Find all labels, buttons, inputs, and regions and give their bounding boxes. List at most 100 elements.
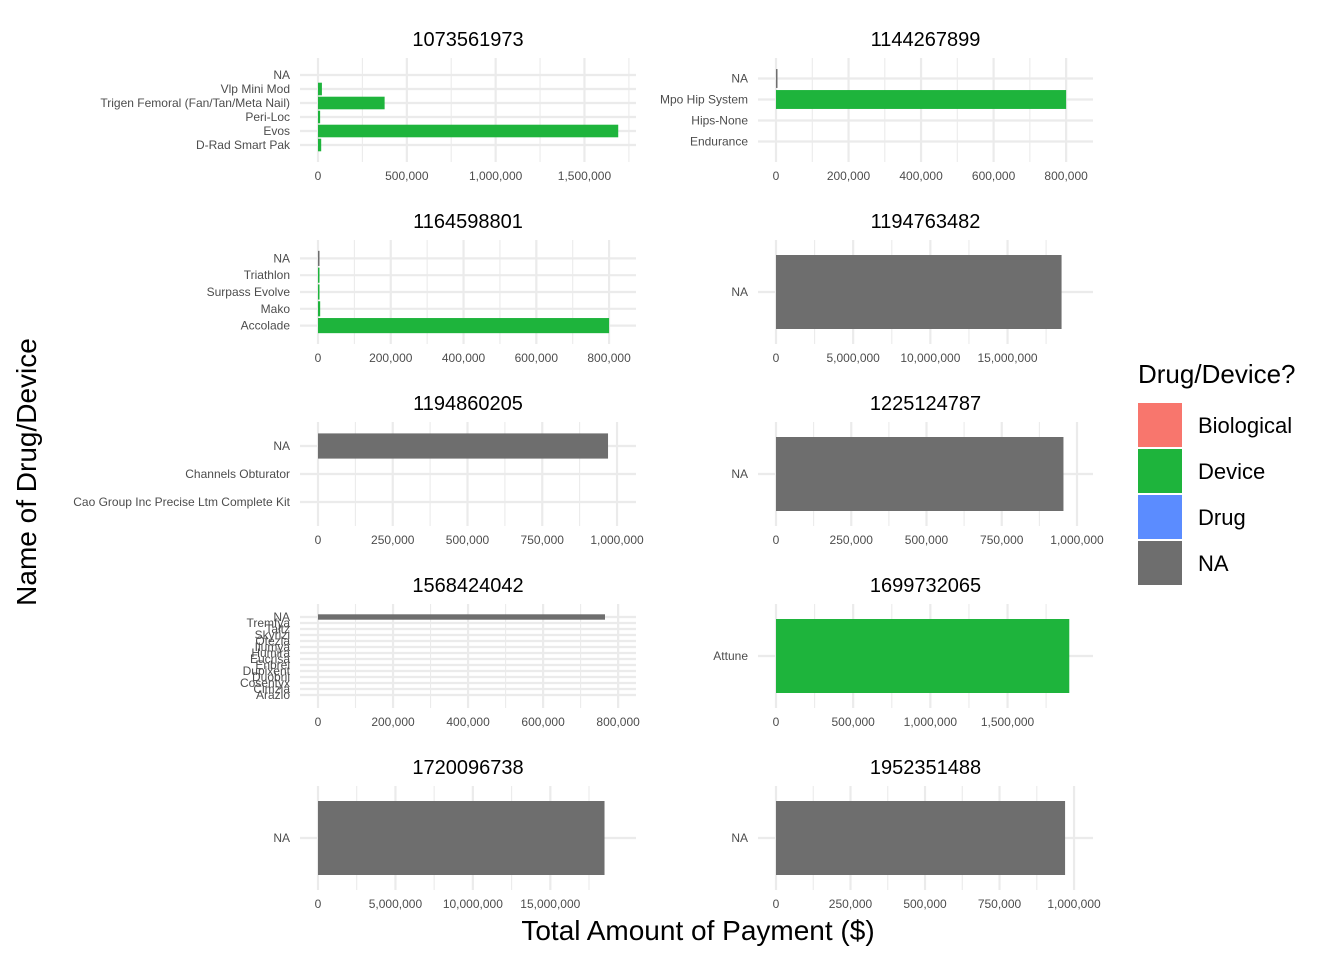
x-tick-label: 400,000 xyxy=(446,715,490,729)
category-label: NA xyxy=(273,610,290,624)
x-tick-label: 0 xyxy=(773,351,780,365)
panel-title: 1952351488 xyxy=(870,757,981,779)
panel-1144267899: 1144267899 NA Mpo Hip System Hips-None Endur… xyxy=(660,29,1093,183)
panel-title: 1194763482 xyxy=(871,211,981,233)
panel-1194860205: 1194860205 NA Channels Obturator Cao Group … xyxy=(73,393,644,547)
x-tick-label: 400,000 xyxy=(442,351,486,365)
category-label: Evos xyxy=(263,124,290,138)
bar-accolade xyxy=(318,318,610,334)
x-tick-label: 5,000,000 xyxy=(826,351,880,365)
panel-1952351488: 1952351488 NA 0 250,000 500,000 750,000 1,000,… xyxy=(731,757,1101,911)
x-tick-label: 600,000 xyxy=(515,351,559,365)
x-tick-label: 250,000 xyxy=(371,533,415,547)
x-tick-label: 0 xyxy=(773,715,780,729)
legend-label: Drug xyxy=(1198,505,1246,530)
panel-title: 1144267899 xyxy=(871,29,981,51)
x-tick-label: 600,000 xyxy=(521,715,565,729)
category-label: Eucrisa xyxy=(250,652,290,666)
x-tick-label: 500,000 xyxy=(446,533,490,547)
panel-title: 1699732065 xyxy=(870,575,981,597)
bar-trigen-femoral-fan-tan-meta-nail xyxy=(318,96,385,110)
x-tick-label: 1,000,000 xyxy=(590,533,644,547)
x-tick-label: 1,500,000 xyxy=(981,715,1035,729)
category-label: Triathlon xyxy=(244,268,290,282)
category-label: Channels Obturator xyxy=(185,467,290,481)
category-label: Ilumya xyxy=(255,640,291,654)
y-axis-label: Name of Drug/Device xyxy=(11,338,42,606)
bar-evos xyxy=(318,124,619,138)
x-tick-label: 0 xyxy=(773,897,780,911)
category-label: D-Rad Smart Pak xyxy=(196,138,291,152)
panel-1225124787: 1225124787 NA 0 250,000 500,000 750,000 1,000,… xyxy=(731,393,1104,547)
x-tick-label: 800,000 xyxy=(596,715,640,729)
x-tick-label: 500,000 xyxy=(385,169,429,183)
category-label: Mpo Hip System xyxy=(660,93,748,107)
panel-title: 1225124787 xyxy=(870,393,981,415)
bar-triathlon xyxy=(318,267,320,283)
bar-na xyxy=(776,255,1062,329)
bar-na xyxy=(776,801,1066,875)
x-tick-label: 600,000 xyxy=(972,169,1016,183)
panel-title: 1720096738 xyxy=(412,757,523,779)
category-label: Taltz xyxy=(265,622,290,636)
x-tick-label: 1,000,000 xyxy=(469,169,523,183)
x-tick-label: 10,000,000 xyxy=(900,351,960,365)
bar-na xyxy=(776,437,1064,511)
x-tick-label: 200,000 xyxy=(369,351,413,365)
legend-label: Biological xyxy=(1198,413,1292,438)
category-label: NA xyxy=(731,467,748,481)
x-tick-label: 800,000 xyxy=(587,351,631,365)
category-label: NA xyxy=(731,831,748,845)
bar-attune xyxy=(776,619,1070,693)
panel-title: 1073561973 xyxy=(412,29,523,51)
legend-key-na xyxy=(1138,541,1182,585)
bar-vlp-mini-mod xyxy=(318,82,322,96)
category-label: Cao Group Inc Precise Ltm Complete Kit xyxy=(73,495,290,509)
category-label: Surpass Evolve xyxy=(207,285,291,299)
x-tick-label: 15,000,000 xyxy=(520,897,580,911)
category-label: Humira xyxy=(251,646,290,660)
x-tick-label: 1,000,000 xyxy=(1050,533,1104,547)
x-tick-label: 200,000 xyxy=(827,169,871,183)
panel-title: 1568424042 xyxy=(412,575,523,597)
x-tick-label: 5,000,000 xyxy=(369,897,423,911)
x-tick-label: 750,000 xyxy=(980,533,1024,547)
legend-label: Device xyxy=(1198,459,1265,484)
category-label: Peri-Loc xyxy=(245,110,290,124)
category-label: NA xyxy=(731,285,748,299)
x-tick-label: 250,000 xyxy=(829,897,873,911)
x-tick-label: 0 xyxy=(315,533,322,547)
x-tick-label: 0 xyxy=(315,351,322,365)
category-label: Endurance xyxy=(690,135,748,149)
category-label: Duobrii xyxy=(252,670,290,684)
grid xyxy=(300,604,636,708)
panel-1164598801: 1164598801 NA Triathlon Surpass Evolve Mako A… xyxy=(207,211,636,365)
x-tick-label: 500,000 xyxy=(831,715,875,729)
x-tick-label: 250,000 xyxy=(830,533,874,547)
x-tick-label: 10,000,000 xyxy=(443,897,503,911)
bar-na xyxy=(318,250,320,266)
bar-mpo-hip-system xyxy=(776,90,1067,109)
category-label: Enbrel xyxy=(255,658,290,672)
x-tick-label: 500,000 xyxy=(905,533,949,547)
bar-na xyxy=(318,614,605,620)
category-label: Accolade xyxy=(241,319,291,333)
x-tick-label: 1,500,000 xyxy=(558,169,612,183)
x-tick-label: 1,000,000 xyxy=(904,715,958,729)
x-tick-label: 0 xyxy=(773,169,780,183)
category-label: Cimzia xyxy=(253,682,290,696)
x-tick-label: 400,000 xyxy=(899,169,943,183)
x-tick-label: 0 xyxy=(773,533,780,547)
panel-1568424042: 1568424042 NATremfyaTaltzSkyriziOtezlaIlu… xyxy=(240,575,640,729)
bar-na xyxy=(318,801,605,875)
category-label: Dupixent xyxy=(243,664,291,678)
panel-title: 1164598801 xyxy=(413,211,523,233)
category-label: Tremfya xyxy=(246,616,290,630)
x-axis-label: Total Amount of Payment ($) xyxy=(521,915,874,946)
category-label: NA xyxy=(273,831,290,845)
legend-label: NA xyxy=(1198,551,1229,576)
category-label: NA xyxy=(731,72,748,86)
category-label: Cosentyx xyxy=(240,676,290,690)
